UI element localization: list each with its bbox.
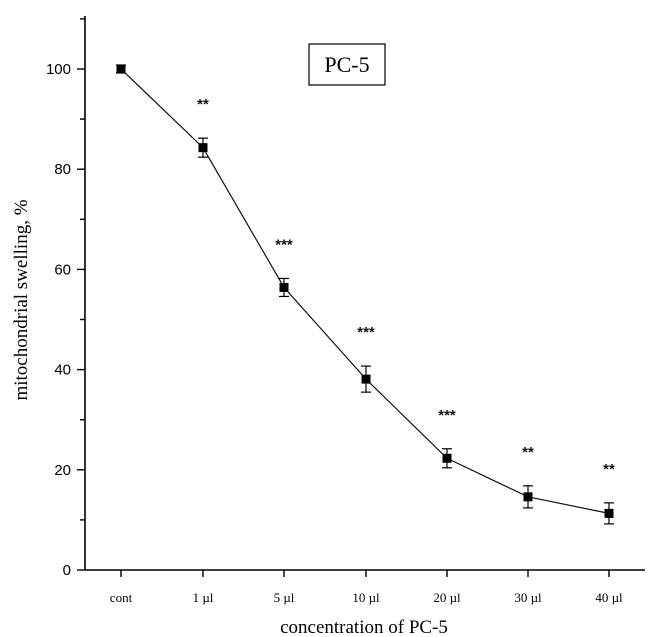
y-tick-label: 20 — [54, 462, 71, 479]
x-tick-label: 30 µl — [514, 590, 542, 605]
data-point-marker — [198, 143, 208, 153]
data-point-marker — [361, 374, 371, 384]
significance-label: ** — [197, 96, 209, 113]
x-axis-title: concentration of PC-5 — [280, 617, 448, 637]
legend-label: PC-5 — [324, 52, 369, 77]
data-point-marker — [442, 453, 452, 463]
series-line — [120, 68, 610, 514]
significance-label: ** — [603, 461, 615, 478]
y-axis-title: mitochondrial swelling, % — [11, 199, 32, 400]
y-tick-label: 60 — [54, 261, 71, 278]
data-point-marker — [604, 508, 614, 518]
y-ticks: 0 20 40 60 80 100 — [46, 18, 85, 579]
x-tick-label: 20 µl — [433, 590, 461, 605]
significance-label: *** — [438, 407, 456, 424]
data-point-marker — [116, 64, 126, 74]
significance-label: ** — [522, 444, 534, 461]
data-point-marker — [279, 282, 289, 292]
legend: PC-5 — [308, 43, 386, 86]
legend-box — [308, 43, 386, 86]
y-tick-label: 40 — [54, 362, 71, 379]
x-tick-label: 40 µl — [595, 590, 623, 605]
x-tick-label: cont — [110, 590, 133, 605]
x-tick-label: 10 µl — [352, 590, 380, 605]
significance-label: *** — [275, 236, 293, 253]
series-group: *************** — [116, 64, 615, 525]
data-point-marker — [523, 492, 533, 502]
x-ticks: cont 1 µl 5 µl 10 µl 20 µl 30 µl 40 µl — [110, 570, 623, 605]
x-tick-label: 5 µl — [274, 590, 295, 605]
y-tick-label: 100 — [46, 61, 71, 78]
y-tick-label: 0 — [63, 562, 71, 579]
x-tick-label: 1 µl — [193, 590, 214, 605]
y-tick-label: 80 — [54, 161, 71, 178]
significance-label: *** — [357, 324, 375, 341]
